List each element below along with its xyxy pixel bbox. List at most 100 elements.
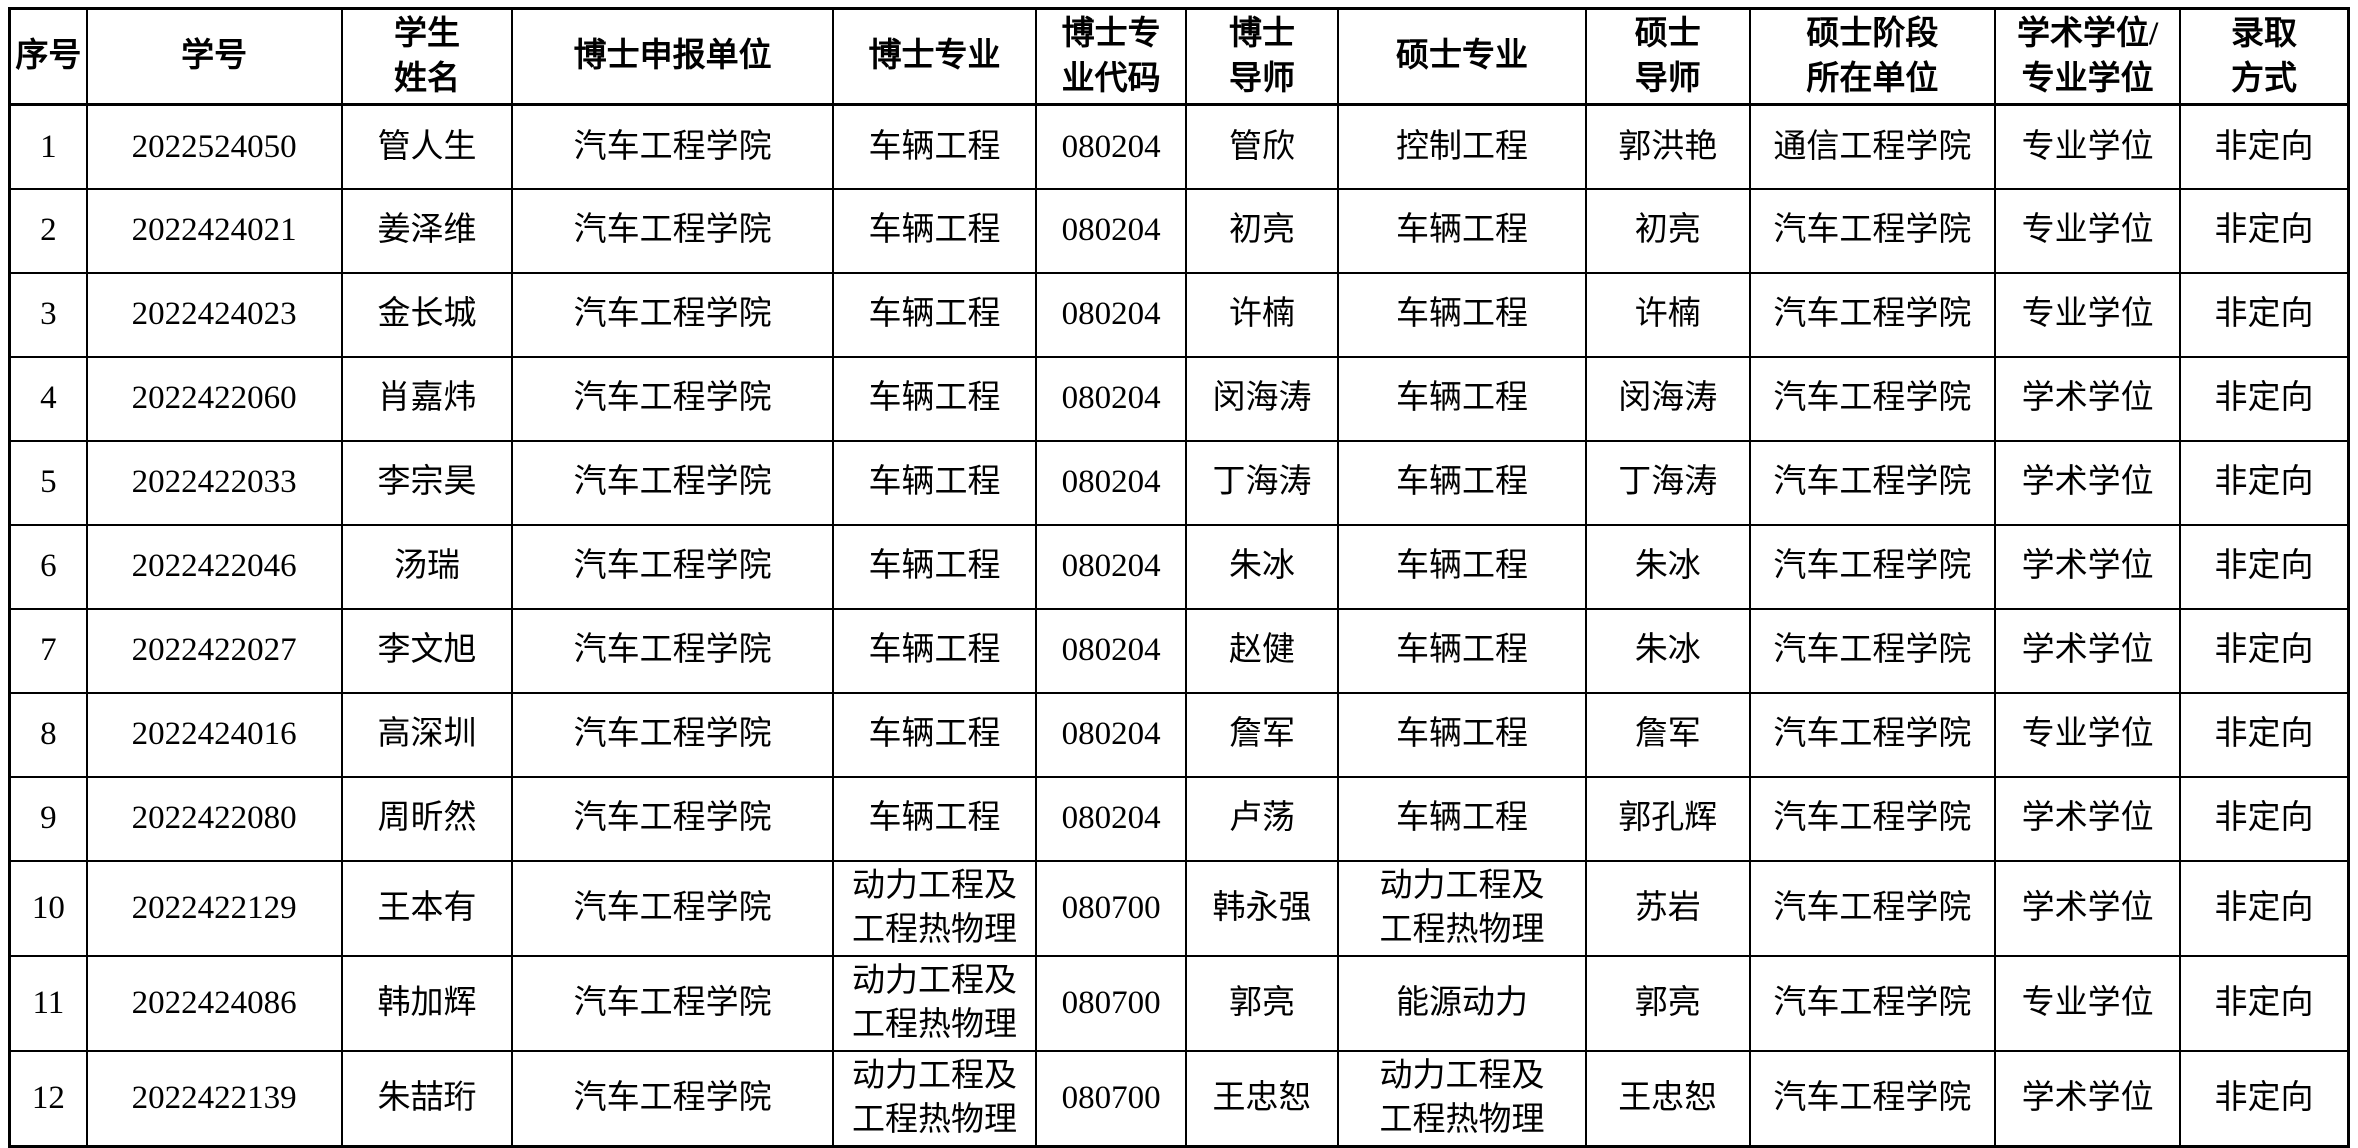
table-cell: 2022424016 xyxy=(85,691,343,778)
table-cell: 5 xyxy=(8,439,88,526)
table-cell: 汽车工程学院 xyxy=(1748,954,1997,1052)
table-cell: 专业学位 xyxy=(1994,103,2181,190)
table-cell: 动力工程及 工程热物理 xyxy=(831,1049,1038,1148)
table-cell: 汽车工程学院 xyxy=(1748,271,1997,358)
table-cell: 2022524050 xyxy=(85,103,343,190)
table-cell: 金长城 xyxy=(340,271,514,358)
table-cell: 汤瑞 xyxy=(340,523,514,610)
table-cell: 詹军 xyxy=(1584,691,1751,778)
table-cell: 2022424023 xyxy=(85,271,343,358)
table-cell: 动力工程及 工程热物理 xyxy=(831,859,1038,957)
table-cell: 学术学位 xyxy=(1994,439,2181,526)
table-cell: 学术学位 xyxy=(1994,1049,2181,1148)
table-cell: 非定向 xyxy=(2178,775,2350,862)
table-cell: 非定向 xyxy=(2178,523,2350,610)
table-cell: 2022422129 xyxy=(85,859,343,957)
table-cell: 专业学位 xyxy=(1994,954,2181,1052)
column-header: 博士专业 xyxy=(831,7,1038,107)
table-cell: 2022422139 xyxy=(85,1049,343,1148)
table-cell: 8 xyxy=(8,691,88,778)
table-cell: 车辆工程 xyxy=(1336,187,1587,274)
table-row: 11 2022424086 韩加辉 汽车工程学院 动力工程及 工程热物理 080700 郭亮… xyxy=(8,954,2350,1052)
table-cell: 姜泽维 xyxy=(340,187,514,274)
table-cell: 080204 xyxy=(1035,523,1187,610)
table-cell: 丁海涛 xyxy=(1584,439,1751,526)
column-header: 录取 方式 xyxy=(2178,7,2350,107)
table-cell: 苏岩 xyxy=(1584,859,1751,957)
table-cell: 丁海涛 xyxy=(1184,439,1339,526)
table-cell: 2 xyxy=(8,187,88,274)
table-header: 序号 学号 学生 姓名 博士申报单位 博士专业 博士专 业代码 博士 导师 硕士专业 硕士 导师… xyxy=(8,7,2350,107)
table-cell: 车辆工程 xyxy=(831,103,1038,190)
table-cell: 能源动力 xyxy=(1336,954,1587,1052)
table-cell: 车辆工程 xyxy=(831,775,1038,862)
table-cell: 汽车工程学院 xyxy=(1748,607,1997,694)
table-cell: 2022422060 xyxy=(85,355,343,442)
table-cell: 赵健 xyxy=(1184,607,1339,694)
table-cell: 王本有 xyxy=(340,859,514,957)
table-cell: 3 xyxy=(8,271,88,358)
table-cell: 汽车工程学院 xyxy=(511,355,834,442)
table-cell: 闵海涛 xyxy=(1584,355,1751,442)
table-cell: 李宗昊 xyxy=(340,439,514,526)
table-cell: 汽车工程学院 xyxy=(1748,355,1997,442)
table-cell: 080204 xyxy=(1035,355,1187,442)
table-row: 9 2022422080 周昕然 汽车工程学院 车辆工程 080204 卢荡 车辆工程 郭孔辉汽… xyxy=(8,775,2350,862)
table-cell: 12 xyxy=(8,1049,88,1148)
table-cell: 汽车工程学院 xyxy=(511,523,834,610)
table-cell: 2022422080 xyxy=(85,775,343,862)
table-row: 4 2022422060 肖嘉炜 汽车工程学院 车辆工程 080204 闵海涛 车辆工程 闵海涛… xyxy=(8,355,2350,442)
table-row: 5 2022422033 李宗昊 汽车工程学院 车辆工程 080204 丁海涛 车辆工程 丁海涛… xyxy=(8,439,2350,526)
table-cell: 车辆工程 xyxy=(1336,439,1587,526)
table-cell: 非定向 xyxy=(2178,355,2350,442)
table-cell: 学术学位 xyxy=(1994,523,2181,610)
table-cell: 080204 xyxy=(1035,187,1187,274)
table-cell: 1 xyxy=(8,103,88,190)
table-cell: 李文旭 xyxy=(340,607,514,694)
table-cell: 2022422046 xyxy=(85,523,343,610)
document-page: 序号 学号 学生 姓名 博士申报单位 博士专业 博士专 业代码 博士 导师 硕士专业 硕士 导师… xyxy=(8,7,2350,1148)
table-cell: 2022424021 xyxy=(85,187,343,274)
table-cell: 非定向 xyxy=(2178,271,2350,358)
column-header: 博士 导师 xyxy=(1184,7,1339,107)
table-cell: 通信工程学院 xyxy=(1748,103,1997,190)
table-cell: 11 xyxy=(8,954,88,1052)
table-cell: 汽车工程学院 xyxy=(511,775,834,862)
table-cell: 汽车工程学院 xyxy=(1748,691,1997,778)
table-cell: 汽车工程学院 xyxy=(511,1049,834,1148)
table-cell: 车辆工程 xyxy=(1336,523,1587,610)
table-cell: 汽车工程学院 xyxy=(1748,775,1997,862)
table-cell: 汽车工程学院 xyxy=(1748,187,1997,274)
table-row: 2 2022424021 姜泽维 汽车工程学院 车辆工程 080204 初亮 车辆工程 初亮 汽车… xyxy=(8,187,2350,274)
table-cell: 汽车工程学院 xyxy=(1748,439,1997,526)
table-cell: 汽车工程学院 xyxy=(511,187,834,274)
table-cell: 许楠 xyxy=(1184,271,1339,358)
table-cell: 车辆工程 xyxy=(1336,775,1587,862)
table-cell: 郭孔辉 xyxy=(1584,775,1751,862)
table-cell: 080204 xyxy=(1035,103,1187,190)
table-cell: 车辆工程 xyxy=(831,187,1038,274)
table-cell: 非定向 xyxy=(2178,691,2350,778)
students-table: 序号 学号 学生 姓名 博士申报单位 博士专业 博士专 业代码 博士 导师 硕士专业 硕士 导师… xyxy=(8,7,2350,1148)
table-cell: 卢荡 xyxy=(1184,775,1339,862)
table-cell: 韩加辉 xyxy=(340,954,514,1052)
table-cell: 10 xyxy=(8,859,88,957)
table-cell: 动力工程及 工程热物理 xyxy=(831,954,1038,1052)
table-cell: 管人生 xyxy=(340,103,514,190)
table-cell: 郭亮 xyxy=(1184,954,1339,1052)
table-cell: 汽车工程学院 xyxy=(511,954,834,1052)
table-cell: 专业学位 xyxy=(1994,691,2181,778)
table-cell: 车辆工程 xyxy=(831,691,1038,778)
table-cell: 车辆工程 xyxy=(1336,607,1587,694)
table-cell: 2022424086 xyxy=(85,954,343,1052)
table-cell: 学术学位 xyxy=(1994,355,2181,442)
table-cell: 7 xyxy=(8,607,88,694)
table-row: 8 2022424016 高深圳 汽车工程学院 车辆工程 080204 詹军 车辆工程 詹军 汽车… xyxy=(8,691,2350,778)
table-cell: 汽车工程学院 xyxy=(511,859,834,957)
table-row: 3 2022424023 金长城 汽车工程学院 车辆工程 080204 许楠 车辆工程 许楠 汽车… xyxy=(8,271,2350,358)
table-cell: 汽车工程学院 xyxy=(1748,1049,1997,1148)
table-cell: 汽车工程学院 xyxy=(1748,523,1997,610)
table-row: 12 2022422139 朱喆珩 汽车工程学院 动力工程及 工程热物理 080700 王忠… xyxy=(8,1049,2350,1148)
table-cell: 学术学位 xyxy=(1994,607,2181,694)
table-cell: 080700 xyxy=(1035,1049,1187,1148)
